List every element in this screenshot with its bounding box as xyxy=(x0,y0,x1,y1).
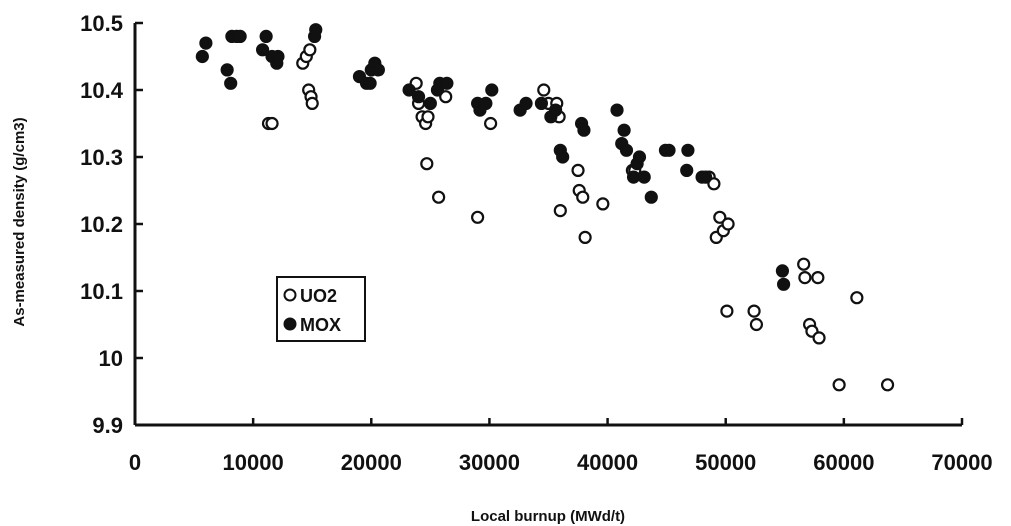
point-mox xyxy=(271,49,285,64)
point-mox xyxy=(255,43,270,57)
point-mox xyxy=(479,96,493,111)
point-mox xyxy=(233,29,247,44)
point-uo2 xyxy=(553,204,567,218)
point-mox xyxy=(224,76,238,90)
point-mox xyxy=(681,143,695,157)
x-tick-label: 10000 xyxy=(223,450,284,475)
point-uo2 xyxy=(578,230,592,244)
point-uo2 xyxy=(707,177,721,191)
x-tick-label: 50000 xyxy=(695,450,756,475)
legend-label-uo2: UO2 xyxy=(300,286,337,306)
point-uo2 xyxy=(720,304,734,318)
point-uo2 xyxy=(571,163,585,177)
y-tick-label: 10.5 xyxy=(80,11,123,36)
point-mox xyxy=(632,150,647,164)
data-points xyxy=(195,23,895,392)
x-axis-title: Local burnup (MWd/t) xyxy=(471,508,625,525)
point-mox xyxy=(680,163,694,177)
point-uo2 xyxy=(439,90,453,104)
y-tick-label: 10 xyxy=(99,346,123,371)
point-mox xyxy=(199,36,213,50)
point-uo2 xyxy=(749,317,764,332)
point-mox xyxy=(548,103,563,117)
x-tick-label: 30000 xyxy=(459,450,520,475)
point-uo2 xyxy=(432,190,446,204)
x-tick-label: 70000 xyxy=(931,450,992,475)
point-uo2 xyxy=(747,304,761,318)
point-mox xyxy=(626,170,641,184)
point-uo2 xyxy=(713,210,727,224)
point-mox xyxy=(775,264,790,278)
legend-box xyxy=(276,276,366,342)
point-mox xyxy=(309,23,323,37)
point-uo2 xyxy=(832,378,846,392)
point-uo2 xyxy=(471,210,485,224)
point-mox xyxy=(519,96,533,111)
point-uo2 xyxy=(305,96,319,111)
x-tick-label: 20000 xyxy=(341,450,402,475)
point-mox xyxy=(619,143,634,157)
point-mox xyxy=(220,63,234,77)
legend: UO2 MOX xyxy=(276,276,366,342)
point-mox xyxy=(371,63,385,77)
point-mox xyxy=(195,49,209,64)
legend-marker-mox xyxy=(283,317,297,331)
point-uo2 xyxy=(797,257,811,271)
x-tick-label: 40000 xyxy=(577,450,638,475)
point-mox xyxy=(363,76,377,90)
point-uo2 xyxy=(596,197,610,211)
point-mox xyxy=(440,76,454,90)
point-uo2 xyxy=(850,291,864,305)
point-uo2 xyxy=(812,331,826,345)
point-mox xyxy=(411,90,426,104)
point-uo2 xyxy=(576,190,590,204)
point-uo2 xyxy=(798,271,812,285)
point-uo2 xyxy=(721,217,735,231)
point-mox xyxy=(637,170,651,184)
x-tick-label: 60000 xyxy=(813,450,874,475)
point-uo2 xyxy=(420,157,434,171)
point-uo2 xyxy=(537,83,551,97)
axes xyxy=(133,23,962,427)
point-mox xyxy=(485,83,499,97)
x-tick-label: 0 xyxy=(129,450,141,475)
y-tick-label: 10.4 xyxy=(80,78,124,103)
point-mox xyxy=(699,170,713,184)
point-uo2 xyxy=(303,43,317,57)
y-axis-title: As-measured density (g/cm3) xyxy=(11,117,28,326)
point-mox xyxy=(644,190,658,204)
point-mox xyxy=(402,83,416,97)
point-mox xyxy=(556,150,570,164)
point-mox xyxy=(610,103,624,117)
point-uo2 xyxy=(811,271,825,285)
point-mox xyxy=(259,29,273,44)
point-uo2 xyxy=(484,116,498,131)
point-uo2 xyxy=(421,110,435,124)
point-mox xyxy=(577,123,591,137)
point-mox xyxy=(534,96,549,111)
tick-marks xyxy=(133,21,964,427)
legend-marker-uo2 xyxy=(283,288,297,302)
y-tick-label: 9.9 xyxy=(92,413,123,438)
point-mox xyxy=(617,123,631,137)
point-uo2 xyxy=(880,378,895,392)
y-tick-label: 10.3 xyxy=(80,145,123,170)
point-uo2 xyxy=(265,116,279,131)
point-mox xyxy=(777,277,791,291)
y-tick-label: 10.1 xyxy=(80,279,123,304)
tick-labels: 0 10000 20000 30000 40000 50000 60000 70000 9.9 1… xyxy=(80,11,992,475)
point-mox xyxy=(662,143,676,157)
point-mox xyxy=(423,96,437,111)
y-tick-label: 10.2 xyxy=(80,212,123,237)
legend-label-mox: MOX xyxy=(300,315,341,335)
